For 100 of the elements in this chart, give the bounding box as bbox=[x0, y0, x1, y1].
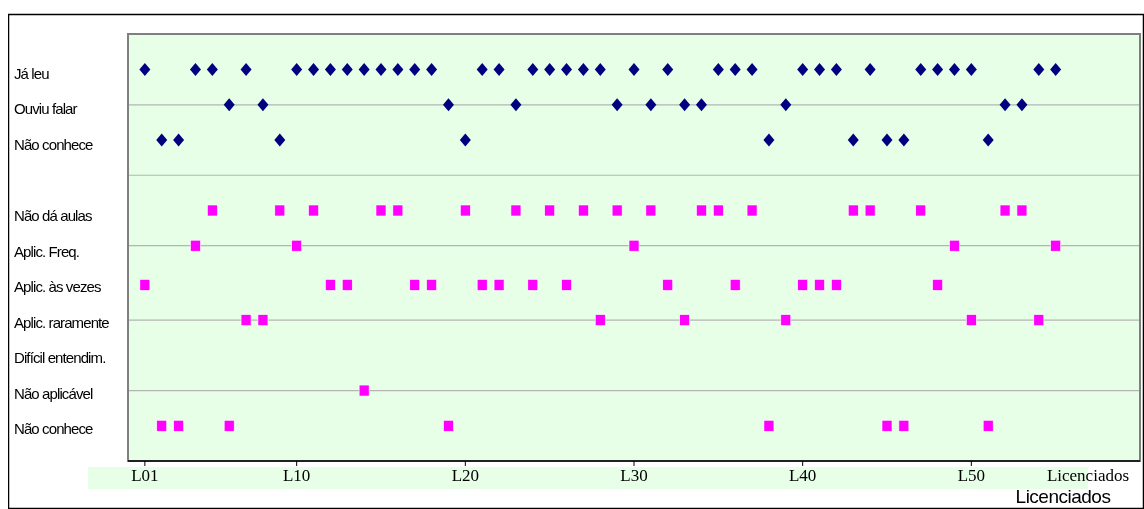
point bbox=[713, 204, 724, 217]
point bbox=[189, 63, 201, 77]
point bbox=[358, 63, 370, 77]
point bbox=[392, 204, 404, 217]
point bbox=[426, 63, 438, 77]
point bbox=[948, 63, 960, 77]
point bbox=[375, 63, 387, 77]
point bbox=[358, 384, 370, 397]
point bbox=[915, 63, 927, 77]
point bbox=[139, 279, 151, 291]
point bbox=[695, 98, 707, 112]
point bbox=[696, 204, 707, 217]
point bbox=[510, 204, 522, 217]
point bbox=[1033, 63, 1045, 77]
point bbox=[257, 98, 269, 112]
point bbox=[1016, 204, 1028, 217]
x-tick-label: L30 bbox=[620, 466, 648, 485]
point bbox=[797, 63, 809, 77]
point bbox=[223, 419, 235, 432]
point bbox=[561, 63, 573, 77]
point bbox=[830, 63, 842, 77]
point bbox=[443, 419, 454, 432]
point bbox=[240, 63, 252, 77]
point bbox=[847, 133, 859, 147]
point bbox=[291, 239, 302, 252]
text: Aplic. raramente bbox=[14, 313, 110, 331]
point bbox=[780, 314, 792, 326]
point bbox=[864, 63, 876, 77]
point bbox=[847, 204, 859, 217]
text: Aplic. às vezes bbox=[14, 278, 101, 296]
point bbox=[814, 63, 826, 77]
point bbox=[645, 204, 657, 217]
point bbox=[763, 419, 775, 432]
point bbox=[291, 63, 303, 77]
point bbox=[206, 63, 218, 77]
point bbox=[1050, 63, 1062, 77]
point bbox=[831, 279, 842, 291]
x-tick-label: L20 bbox=[451, 466, 480, 485]
point bbox=[746, 63, 758, 77]
point bbox=[527, 279, 539, 291]
point bbox=[324, 63, 336, 77]
point bbox=[308, 204, 319, 217]
point bbox=[932, 63, 944, 77]
point bbox=[460, 204, 471, 217]
point bbox=[999, 204, 1011, 217]
point bbox=[561, 279, 572, 291]
point bbox=[341, 63, 353, 77]
point bbox=[426, 279, 437, 291]
point bbox=[325, 279, 336, 291]
point bbox=[797, 279, 808, 291]
point bbox=[274, 133, 286, 147]
point bbox=[814, 279, 825, 291]
point bbox=[1050, 239, 1061, 252]
text: Não dá aulas bbox=[14, 206, 92, 224]
point bbox=[173, 419, 184, 432]
point bbox=[628, 63, 640, 77]
point bbox=[999, 98, 1011, 112]
point bbox=[190, 239, 201, 252]
point bbox=[915, 204, 927, 217]
point bbox=[611, 98, 623, 112]
x-axis-title: Licenciados bbox=[1015, 486, 1111, 507]
point bbox=[510, 98, 522, 112]
point bbox=[493, 63, 505, 77]
point bbox=[409, 279, 421, 291]
point bbox=[729, 63, 741, 77]
text: Não aplicável bbox=[14, 384, 93, 402]
x-tick-label: L10 bbox=[282, 466, 311, 485]
point bbox=[594, 314, 606, 326]
point bbox=[308, 63, 320, 77]
point bbox=[763, 133, 775, 147]
point bbox=[982, 419, 994, 432]
text: Não conhece bbox=[14, 135, 94, 153]
point bbox=[341, 279, 353, 291]
point bbox=[257, 314, 269, 326]
point bbox=[459, 133, 471, 147]
x-tick-label: L50 bbox=[957, 466, 986, 485]
point bbox=[712, 63, 724, 77]
text: Licenciados bbox=[1046, 466, 1130, 485]
text: Não conhece bbox=[14, 420, 94, 438]
point bbox=[594, 63, 606, 77]
text: Ouviu falar bbox=[14, 100, 78, 118]
point bbox=[645, 98, 657, 112]
point bbox=[881, 133, 893, 147]
point bbox=[965, 63, 977, 77]
point bbox=[392, 63, 404, 77]
point bbox=[476, 63, 488, 77]
point bbox=[780, 98, 792, 112]
point bbox=[662, 279, 674, 291]
text: Aplic. Freq. bbox=[14, 242, 80, 260]
text: Já leu bbox=[14, 64, 50, 82]
point bbox=[982, 133, 994, 147]
point bbox=[409, 63, 421, 77]
point bbox=[476, 279, 488, 291]
point bbox=[240, 314, 252, 326]
point bbox=[864, 204, 876, 217]
point bbox=[1016, 98, 1028, 112]
point bbox=[156, 133, 168, 147]
point bbox=[544, 63, 556, 77]
point bbox=[156, 419, 168, 432]
point bbox=[375, 204, 387, 217]
